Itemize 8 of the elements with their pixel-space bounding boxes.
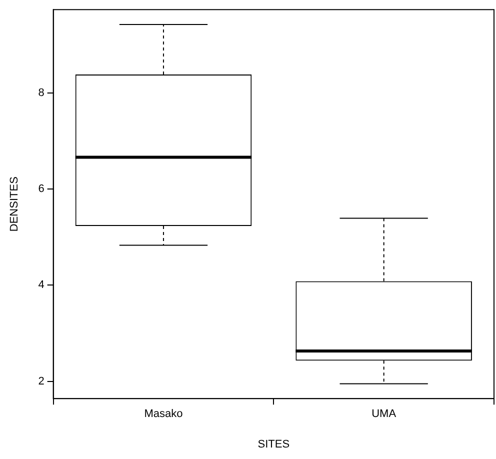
y-tick-label: 6 xyxy=(38,182,44,195)
x-axis-title: SITES xyxy=(258,438,290,450)
x-tick-label: Masako xyxy=(144,408,183,420)
y-tick-label: 8 xyxy=(38,86,44,99)
y-tick-label: 4 xyxy=(38,279,44,292)
x-tick-label: UMA xyxy=(372,408,397,420)
y-tick-label: 2 xyxy=(38,375,44,388)
y-axis-title: DENSITES xyxy=(8,176,21,232)
